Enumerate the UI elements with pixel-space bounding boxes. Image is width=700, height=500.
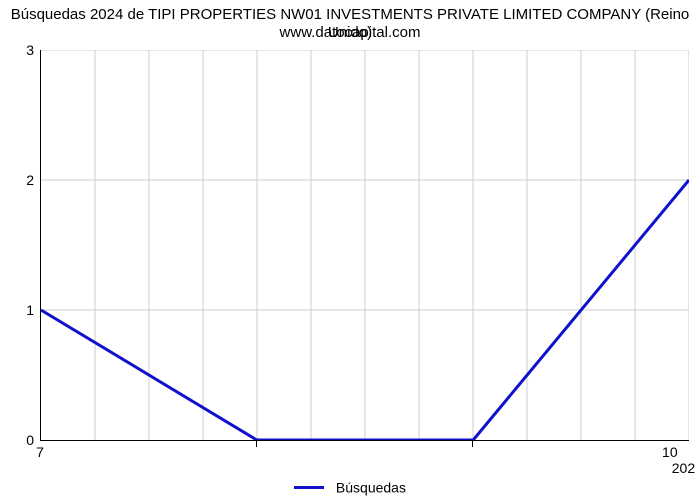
x-tick-mark <box>256 441 257 447</box>
chart-container: Búsquedas 2024 de TIPI PROPERTIES NW01 I… <box>0 0 700 500</box>
gridlines <box>41 50 689 440</box>
y-tick-label: 3 <box>6 42 34 58</box>
y-tick-label: 2 <box>6 172 34 188</box>
x-tick-label: 7 <box>36 444 44 460</box>
x-tick-label: 10 <box>662 444 678 460</box>
y-tick-label: 0 <box>6 432 34 448</box>
x-tick-label-secondary: 202 <box>672 460 695 476</box>
x-tick-mark <box>472 441 473 447</box>
legend-swatch <box>294 486 324 489</box>
chart-svg <box>41 50 689 440</box>
y-tick-label: 1 <box>6 302 34 318</box>
plot-area <box>40 50 689 441</box>
legend: Búsquedas <box>0 478 700 495</box>
legend-label: Búsquedas <box>336 479 406 495</box>
chart-title-line2: www.datocapital.com <box>0 24 700 42</box>
